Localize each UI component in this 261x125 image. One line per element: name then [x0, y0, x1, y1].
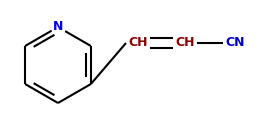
Text: CH: CH [175, 36, 195, 50]
Text: CH: CH [128, 36, 148, 50]
Text: N: N [53, 20, 63, 34]
Text: CN: CN [225, 36, 245, 50]
